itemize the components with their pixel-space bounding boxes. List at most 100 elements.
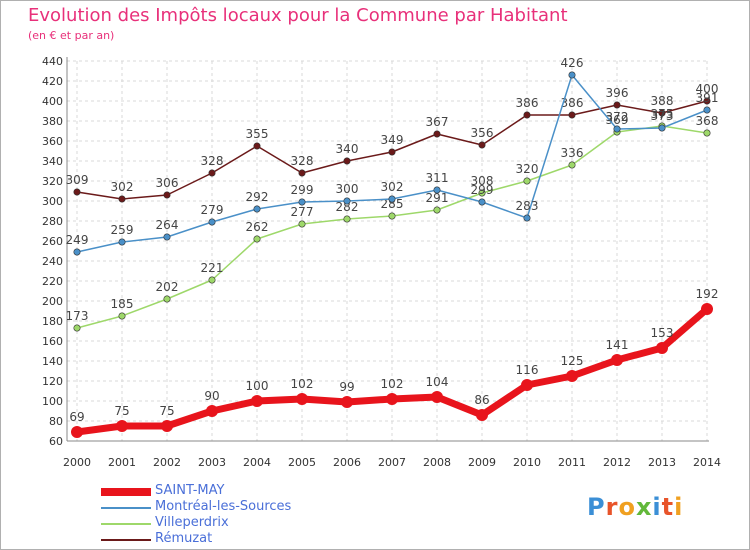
data-point: [73, 188, 81, 196]
data-label: 282: [336, 200, 359, 214]
data-label: 283: [516, 199, 539, 213]
data-point: [118, 312, 126, 320]
data-label: 306: [156, 176, 179, 190]
data-label: 300: [336, 182, 359, 196]
data-point: [703, 97, 711, 105]
data-label: 264: [156, 218, 179, 232]
data-label: 309: [66, 173, 89, 187]
data-label: 125: [561, 354, 584, 368]
data-label: 277: [291, 205, 314, 219]
legend-swatch: [101, 523, 151, 525]
data-point: [208, 218, 216, 226]
legend-label: Montréal-les-Sources: [155, 499, 292, 514]
data-point: [341, 396, 353, 408]
data-label: 328: [291, 154, 314, 168]
data-point: [343, 157, 351, 165]
y-tick-label: 340: [42, 155, 63, 168]
logo-letter: r: [605, 493, 619, 521]
y-tick-label: 80: [49, 415, 63, 428]
data-point: [208, 169, 216, 177]
logo-letter: o: [618, 493, 636, 521]
data-point: [343, 197, 351, 205]
data-point: [386, 393, 398, 405]
data-point: [208, 276, 216, 284]
data-point: [568, 111, 576, 119]
data-label: 259: [111, 223, 134, 237]
chart-subtitle: (en € et par an): [28, 29, 115, 42]
data-point: [388, 195, 396, 203]
data-point: [343, 215, 351, 223]
data-label: 355: [246, 127, 269, 141]
data-point: [118, 195, 126, 203]
data-label: 302: [111, 180, 134, 194]
data-label: 311: [426, 171, 449, 185]
data-label: 336: [561, 146, 584, 160]
x-tick-label: 2013: [648, 456, 676, 469]
data-point: [568, 71, 576, 79]
data-label: 292: [246, 190, 269, 204]
data-point: [703, 106, 711, 114]
data-point: [566, 370, 578, 382]
x-tick-label: 2001: [108, 456, 136, 469]
x-tick-label: 2004: [243, 456, 271, 469]
data-label: 388: [651, 94, 674, 108]
data-label: 426: [561, 56, 584, 70]
data-label: 285: [381, 197, 404, 211]
x-tick-label: 2011: [558, 456, 586, 469]
proxiti-logo: Proxiti: [587, 493, 683, 521]
y-tick-label: 380: [42, 115, 63, 128]
data-point: [433, 130, 441, 138]
legend-label: Rémuzat: [155, 531, 213, 546]
data-point: [613, 101, 621, 109]
logo-letter: t: [661, 493, 675, 521]
y-tick-label: 420: [42, 75, 63, 88]
data-label: 367: [426, 115, 449, 129]
x-tick-label: 2012: [603, 456, 631, 469]
data-point: [523, 214, 531, 222]
data-label: 291: [426, 191, 449, 205]
data-label: 356: [471, 126, 494, 140]
data-label: 153: [651, 326, 674, 340]
y-tick-label: 260: [42, 235, 63, 248]
data-point: [658, 124, 666, 132]
legend-label: Villeperdrix: [155, 515, 229, 530]
data-point: [433, 186, 441, 194]
data-point: [478, 189, 486, 197]
data-label: 75: [159, 404, 174, 418]
data-point: [296, 393, 308, 405]
data-label: 299: [291, 183, 314, 197]
data-point: [71, 426, 83, 438]
x-tick-label: 2000: [63, 456, 91, 469]
data-label: 372: [606, 110, 629, 124]
data-label: 249: [66, 233, 89, 247]
x-tick-label: 2010: [513, 456, 541, 469]
y-tick-label: 320: [42, 175, 63, 188]
legend-swatch: [101, 507, 151, 509]
data-point: [658, 109, 666, 117]
y-tick-label: 300: [42, 195, 63, 208]
x-tick-label: 2005: [288, 456, 316, 469]
data-point: [253, 235, 261, 243]
y-tick-label: 240: [42, 255, 63, 268]
data-point: [388, 148, 396, 156]
data-point: [568, 161, 576, 169]
y-tick-label: 440: [42, 55, 63, 68]
data-point: [116, 420, 128, 432]
y-tick-label: 280: [42, 215, 63, 228]
data-point: [478, 141, 486, 149]
data-label: 99: [339, 380, 354, 394]
y-tick-label: 60: [49, 435, 63, 448]
data-point: [521, 379, 533, 391]
data-point: [703, 129, 711, 137]
data-label: 375: [651, 107, 674, 121]
x-tick-label: 2014: [693, 456, 721, 469]
data-label: 86: [474, 393, 489, 407]
data-label: 340: [336, 142, 359, 156]
data-point: [163, 191, 171, 199]
logo-letter: i: [652, 493, 662, 521]
data-label: 185: [111, 297, 134, 311]
legend-swatch: [101, 539, 151, 541]
data-label: 302: [381, 180, 404, 194]
data-label: 396: [606, 86, 629, 100]
data-point: [161, 420, 173, 432]
